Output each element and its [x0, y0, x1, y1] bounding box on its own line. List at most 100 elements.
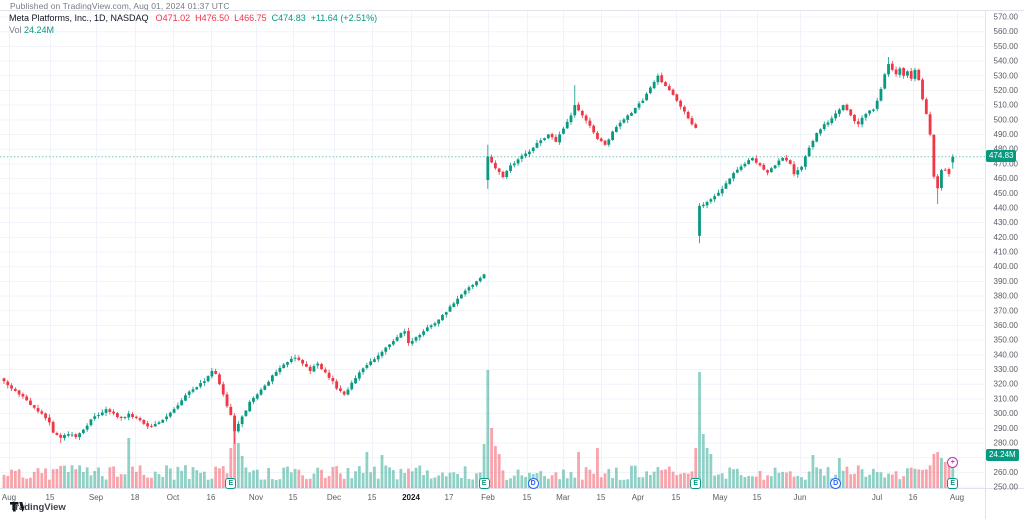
volume-bar [807, 471, 811, 488]
candle-body [191, 389, 195, 392]
candle-body [89, 419, 93, 426]
candle-body [565, 121, 569, 129]
candle-body [841, 105, 845, 111]
volume-bar [796, 475, 800, 488]
volume-bar [853, 473, 856, 488]
candle-body [701, 204, 705, 207]
candle-body [55, 433, 59, 436]
candle-body [225, 394, 229, 407]
volume-bar [2, 474, 6, 488]
event-marker[interactable]: + [947, 456, 959, 468]
volume-bar [645, 471, 648, 488]
candle-body [803, 156, 807, 167]
volume-bar [739, 475, 743, 488]
candle-body [819, 129, 822, 134]
volume-bar [902, 476, 906, 488]
volume-bar [792, 476, 796, 488]
symbol-title[interactable]: Meta Platforms, Inc., 1D, NASDAQ [9, 13, 149, 23]
volume-bar [516, 469, 520, 488]
volume-bar [270, 479, 274, 488]
candle-body [146, 423, 150, 427]
candle-body [187, 391, 191, 395]
candle-body [376, 355, 380, 360]
candle-body [176, 405, 180, 409]
volume-bar [630, 465, 633, 488]
candle-body [788, 160, 792, 164]
earnings-marker[interactable]: E [690, 477, 702, 489]
price-axis[interactable] [985, 11, 1024, 488]
volume-bar [641, 477, 645, 488]
candle-body [21, 394, 25, 397]
candle-body [380, 351, 384, 356]
time-tick-label: 2024 [402, 493, 420, 502]
volume-bar [694, 448, 698, 488]
candle-body [630, 113, 633, 116]
candle-body [928, 114, 932, 135]
tradingview-logo[interactable]: TradingView [10, 502, 66, 513]
price-tick-label: 420.00 [994, 233, 1019, 242]
candle-body [853, 114, 856, 122]
candle-body [391, 341, 395, 345]
price-tick-label: 360.00 [994, 321, 1019, 330]
price-tick-label: 320.00 [994, 380, 1019, 389]
price-tick-label: 400.00 [994, 262, 1019, 271]
volume-bar [887, 473, 890, 488]
volume-bar [184, 465, 187, 488]
volume-bar [418, 465, 422, 488]
price-tick-label: 470.00 [994, 159, 1019, 168]
dividends-marker[interactable]: D [527, 477, 539, 489]
candle-body [822, 124, 826, 130]
earnings-marker[interactable]: E [478, 477, 490, 489]
volume-bar [40, 473, 44, 488]
candle-body [535, 143, 539, 148]
price-tick-label: 300.00 [994, 409, 1019, 418]
volume-bar [123, 474, 127, 488]
candle-body [940, 170, 943, 188]
volume-bar [943, 462, 947, 488]
volume-bar [614, 467, 618, 488]
dividends-marker[interactable]: D [830, 477, 842, 489]
time-axis[interactable] [0, 489, 985, 503]
volume-bar [187, 478, 191, 488]
volume-bar [633, 465, 637, 488]
candle-body [872, 109, 875, 111]
volume-bar [539, 471, 543, 488]
volume-bar [928, 465, 932, 488]
candle-body [732, 173, 735, 179]
candle-body [705, 202, 709, 206]
volume-bar [883, 477, 887, 488]
candle-body [558, 134, 562, 143]
candle-body [683, 106, 686, 112]
volume-bar [63, 465, 66, 488]
earnings-marker[interactable]: E [225, 477, 237, 489]
volume-bar [936, 452, 940, 488]
candle-body [395, 337, 399, 341]
volume-bar [369, 472, 373, 488]
volume-bar [550, 475, 554, 488]
volume-bar [766, 475, 769, 488]
candle-body [463, 290, 467, 295]
ohlc-low: L466.75 [234, 13, 267, 23]
candle-body [580, 110, 584, 116]
volume-bar [429, 478, 433, 488]
time-tick-label: Jul [872, 493, 882, 502]
candle-body [221, 384, 225, 395]
candle-body [951, 156, 955, 163]
volume-bar [520, 475, 524, 488]
volume-bar [274, 479, 278, 488]
volume-bar [671, 471, 675, 488]
volume-bar [391, 470, 395, 488]
candle-body [407, 330, 410, 344]
volume-bar [305, 479, 308, 488]
volume-bar [206, 479, 210, 488]
candle-body [686, 111, 690, 119]
candle-body [297, 357, 301, 360]
earnings-marker[interactable]: E [947, 477, 959, 489]
candle-body [373, 359, 376, 362]
candle-body [116, 413, 119, 418]
candle-body [717, 192, 720, 196]
candle-body [142, 420, 146, 424]
price-badge: 474.83 [986, 150, 1017, 163]
candle-body [509, 165, 512, 171]
